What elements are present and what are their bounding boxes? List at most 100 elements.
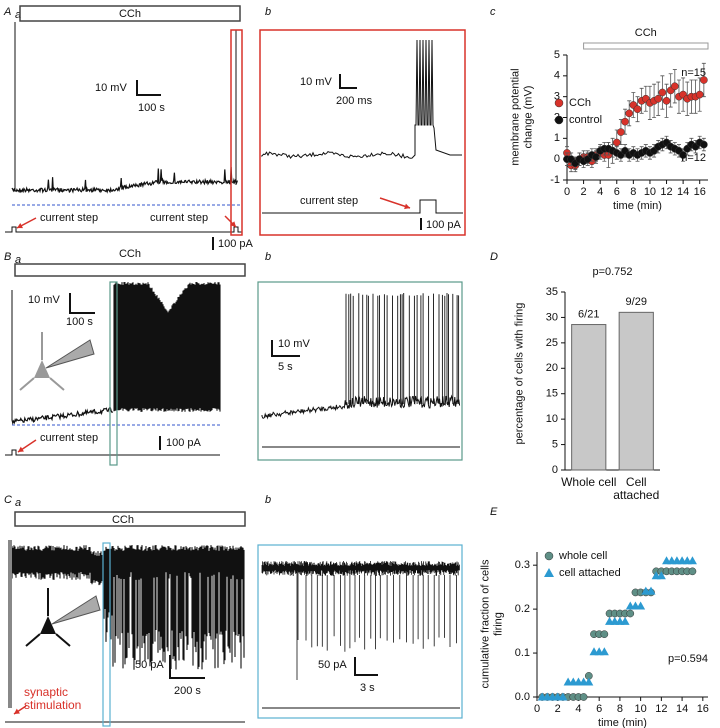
- panel-label: C: [4, 494, 12, 506]
- scale-label: 100 s: [66, 316, 93, 328]
- annotation: p=0.594: [668, 653, 708, 665]
- scale-label: 3 s: [360, 682, 375, 694]
- panel-sublabel: a: [15, 497, 21, 509]
- y-tick-label: 35: [546, 286, 558, 298]
- marker: [579, 693, 588, 701]
- drug-label: CCh: [119, 8, 141, 20]
- marker: [662, 96, 671, 105]
- marker: [654, 94, 663, 103]
- marker: [687, 556, 697, 565]
- legend-label: whole cell: [558, 550, 607, 562]
- annotation: current step: [150, 212, 208, 224]
- panel-sublabel: a: [15, 254, 21, 266]
- scale-label: 5 s: [278, 361, 293, 373]
- marker: [617, 128, 625, 136]
- x-tick-label: 14: [677, 186, 689, 198]
- voltage-trace: [261, 39, 462, 159]
- panel-label: b: [265, 494, 271, 506]
- x-tick-label: 12: [655, 703, 667, 715]
- arrow-head: [230, 221, 236, 227]
- current-trace: [261, 561, 460, 576]
- annotation: n=12: [681, 152, 706, 164]
- scale-bar: [339, 74, 357, 89]
- marker: [612, 138, 621, 147]
- drug-label: CCh: [112, 514, 134, 526]
- bar-annotation: 9/29: [626, 296, 647, 308]
- scale-label: 200 ms: [336, 95, 373, 107]
- legend-marker: [544, 568, 554, 577]
- scale-label: 50 pA: [135, 659, 164, 671]
- zoom-box: [102, 542, 111, 727]
- command-trace: [5, 449, 220, 456]
- y-tick-label: 4: [554, 70, 560, 82]
- zoom-frame: [257, 281, 463, 461]
- marker: [558, 692, 568, 701]
- bar-annotation: 6/21: [578, 308, 599, 320]
- marker: [633, 105, 642, 114]
- y-axis-label: cumulative fraction of cells firing: [479, 559, 504, 688]
- scale-bar: [169, 655, 205, 679]
- x-tick-label: 6: [614, 186, 620, 198]
- x-tick-label: 12: [660, 186, 672, 198]
- zoom-box: [230, 29, 243, 236]
- stim-artifact: [8, 540, 12, 708]
- bar: [571, 324, 607, 471]
- x-tick-label: 6: [596, 703, 602, 715]
- legend-label: control: [569, 114, 602, 126]
- scale-label: 50 pA: [318, 659, 347, 671]
- spike-train: [113, 282, 221, 412]
- scale-label: 100 pA: [166, 437, 202, 449]
- drug-label: CCh: [635, 27, 657, 39]
- spike-train: [345, 293, 460, 404]
- dendrite: [25, 588, 71, 647]
- x-axis-label: time (min): [598, 717, 647, 728]
- y-tick-label: 5: [552, 438, 558, 450]
- marker: [584, 677, 594, 686]
- y-tick-label: 0.3: [515, 559, 530, 571]
- x-tick-label: Cell attached: [613, 475, 660, 502]
- scale-bar: [69, 293, 95, 314]
- marker: [625, 109, 634, 118]
- subtitle: p=0.752: [592, 266, 632, 278]
- arrow: [379, 197, 411, 209]
- scale-label: 10 mV: [95, 82, 127, 94]
- annotation: current step: [300, 195, 358, 207]
- y-tick-label: 0.2: [515, 603, 530, 615]
- x-tick-label: 14: [676, 703, 688, 715]
- marker: [695, 90, 704, 99]
- marker: [670, 82, 679, 91]
- command-trace: [5, 226, 242, 233]
- y-tick-label: 10: [546, 413, 558, 425]
- y-tick-label: 5: [554, 49, 560, 61]
- cell-body: [34, 360, 50, 378]
- electrode: [51, 595, 101, 625]
- x-tick-label: 4: [597, 186, 603, 198]
- y-tick-label: 25: [546, 337, 558, 349]
- x-tick-label: 2: [555, 703, 561, 715]
- y-tick-label: -1: [550, 174, 560, 186]
- panel-label: E: [490, 506, 498, 518]
- marker: [626, 609, 635, 618]
- arrow-head: [404, 203, 410, 210]
- y-tick-label: 0.1: [515, 647, 530, 659]
- bar: [618, 311, 654, 471]
- x-tick-label: 0: [534, 703, 540, 715]
- arrow-head: [14, 708, 20, 714]
- legend-marker: [554, 98, 564, 108]
- x-tick-label: 16: [694, 186, 706, 198]
- legend-label: CCh: [569, 97, 591, 109]
- arrow-head: [17, 223, 23, 229]
- x-tick-label: 10: [635, 703, 647, 715]
- panel-label: A: [3, 6, 11, 18]
- panel-label: c: [490, 6, 496, 18]
- y-tick-label: 20: [546, 362, 558, 374]
- x-tick-label: 10: [644, 186, 656, 198]
- legend-label: cell attached: [559, 567, 621, 579]
- scale-label: 100 s: [138, 102, 165, 114]
- annotation: current step: [40, 212, 98, 224]
- x-tick-label: 8: [617, 703, 623, 715]
- voltage-trace: [261, 394, 461, 420]
- marker: [700, 76, 708, 84]
- cell-body: [40, 616, 56, 634]
